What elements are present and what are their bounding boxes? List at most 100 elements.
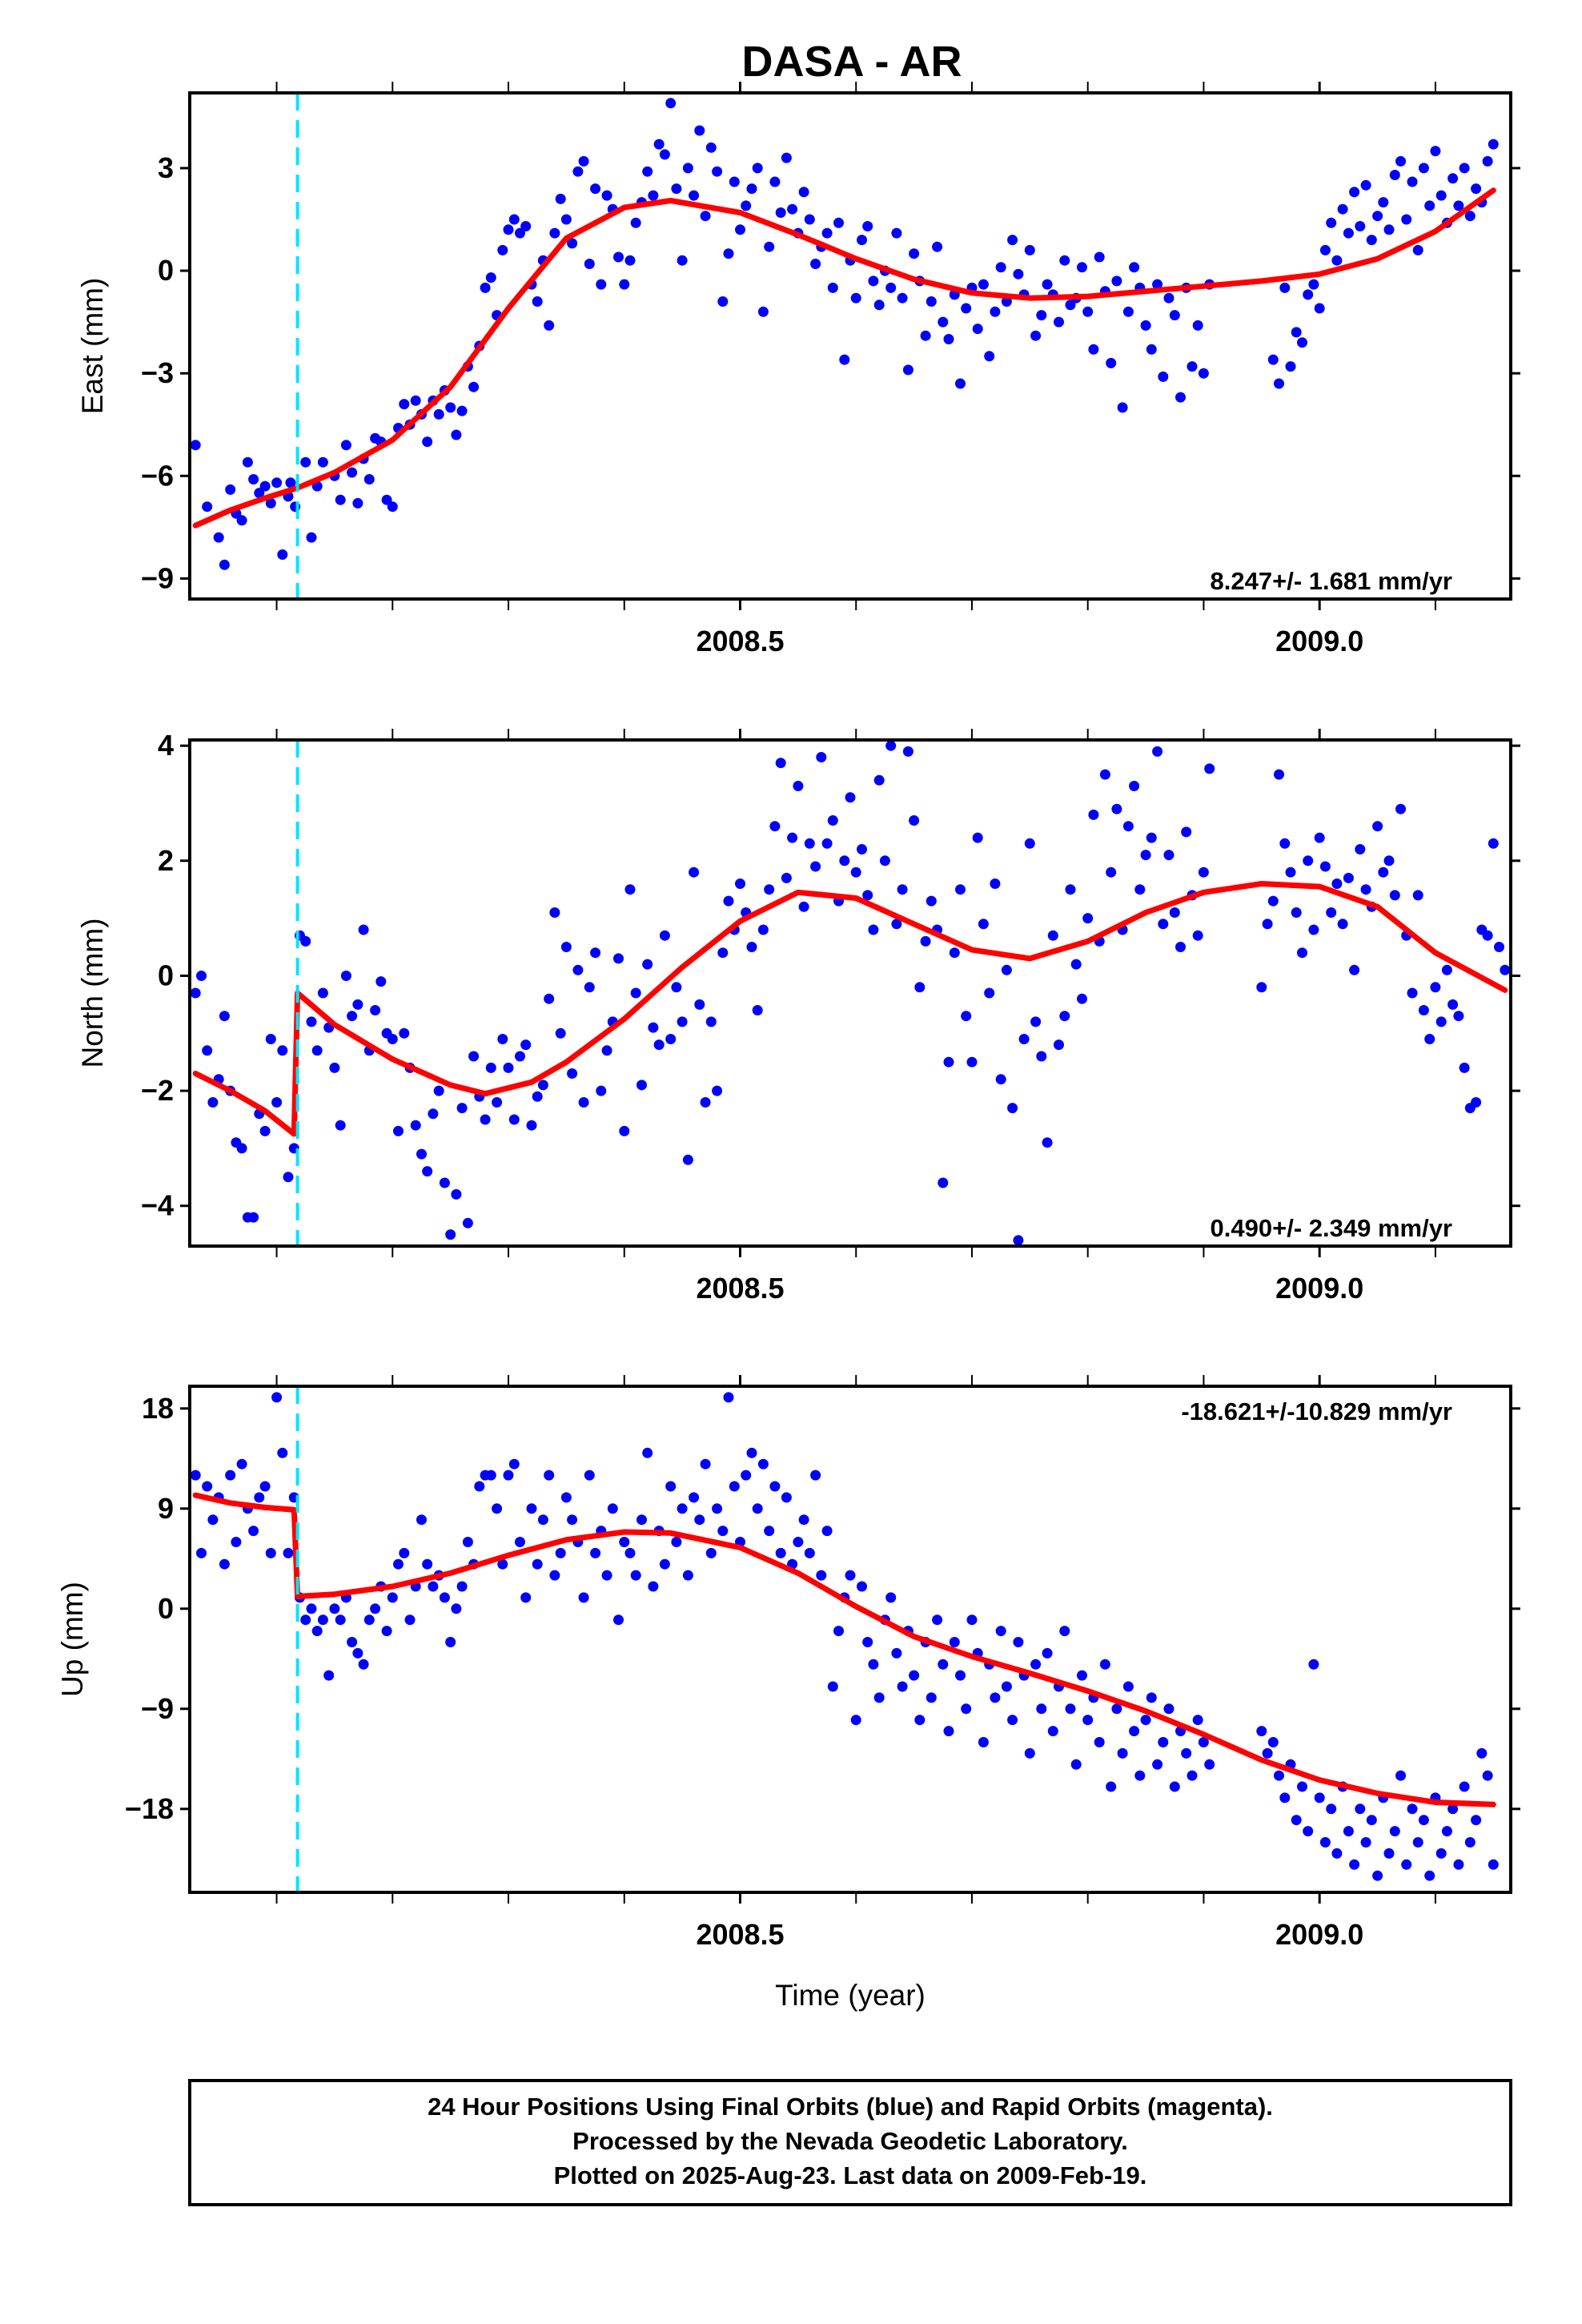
east-data-point — [857, 235, 867, 246]
east-data-point — [1453, 200, 1464, 211]
north-data-point — [1314, 832, 1325, 843]
up-data-point — [508, 1458, 520, 1470]
up-data-point — [404, 1614, 416, 1626]
north-data-point — [283, 1172, 294, 1183]
east-data-point — [1285, 361, 1296, 372]
east-data-point — [1418, 163, 1429, 174]
up-data-point — [764, 1526, 775, 1537]
up-data-point — [868, 1659, 879, 1670]
up-data-point — [1401, 1859, 1412, 1870]
east-data-point — [943, 334, 954, 344]
up-data-point — [862, 1637, 873, 1647]
north-data-point — [1303, 855, 1314, 866]
up-data-point — [752, 1503, 763, 1514]
up-data-point — [1077, 1670, 1087, 1681]
up-data-point — [804, 1547, 815, 1558]
north-data-point — [712, 1085, 723, 1096]
east-data-point — [340, 440, 351, 451]
east-data-point — [497, 244, 508, 255]
east-data-point — [978, 279, 989, 290]
north-data-point — [879, 855, 890, 866]
up-data-point — [277, 1447, 288, 1458]
up-y-tick: 0 — [158, 1592, 174, 1625]
up-data-point — [1065, 1703, 1076, 1715]
east-data-point — [1464, 211, 1476, 222]
up-data-point — [1186, 1770, 1198, 1781]
east-data-point — [1326, 217, 1337, 228]
up-y-ticks: 18 9 0 −9 −18 — [125, 1392, 174, 1825]
east-data-point — [1471, 183, 1482, 195]
up-data-point — [317, 1614, 328, 1626]
east-rate-annotation: 8.247+/- 1.681 mm/yr — [1211, 567, 1452, 595]
up-data-point — [549, 1570, 560, 1581]
up-data-point — [1435, 1848, 1447, 1859]
north-data-point — [1279, 838, 1291, 849]
up-data-point — [1476, 1747, 1488, 1759]
north-data-point — [1319, 861, 1331, 872]
east-data-point — [821, 227, 833, 239]
up-data-point — [439, 1592, 450, 1603]
east-data-point — [1383, 224, 1395, 235]
north-data-point — [990, 879, 1001, 889]
north-data-point — [544, 993, 555, 1004]
up-data-point — [624, 1547, 636, 1558]
north-data-point — [1343, 872, 1354, 883]
east-model-curve — [192, 187, 1496, 529]
north-data-point — [665, 1034, 677, 1044]
up-data-point — [1192, 1715, 1203, 1726]
up-data-point — [677, 1503, 688, 1514]
east-data-point — [781, 152, 792, 163]
north-data-point — [560, 942, 572, 952]
north-data-point — [700, 1097, 711, 1108]
north-data-point — [1169, 907, 1180, 918]
east-data-point — [422, 436, 433, 448]
up-data-point — [1047, 1726, 1058, 1737]
north-data-point — [1267, 895, 1279, 907]
north-data-point — [1500, 964, 1511, 975]
north-data-point — [375, 976, 387, 987]
north-data-point — [769, 821, 781, 832]
up-data-point — [1447, 1803, 1459, 1815]
north-data-point — [462, 1217, 473, 1228]
north-y-axis-label: North (mm) — [76, 918, 109, 1068]
east-data-point — [804, 214, 815, 225]
footer-line-1: 24 Hour Positions Using Final Orbits (bl… — [428, 2093, 1273, 2121]
north-data-layer — [180, 729, 1520, 1257]
up-data-point — [1459, 1781, 1470, 1792]
north-data-point — [520, 1039, 532, 1051]
east-data-point — [909, 248, 920, 259]
east-data-point — [1303, 289, 1314, 300]
up-data-point — [352, 1647, 363, 1659]
up-y-axis-label: Up (mm) — [56, 1582, 89, 1697]
north-data-point — [862, 890, 873, 901]
up-y-tick: 9 — [158, 1492, 174, 1525]
north-data-point — [938, 1177, 949, 1188]
up-data-point — [225, 1470, 236, 1481]
north-data-point — [1007, 1103, 1018, 1114]
up-data-point — [689, 1492, 700, 1503]
north-data-point — [503, 1062, 514, 1073]
north-data-point — [1140, 850, 1151, 861]
up-data-point — [381, 1626, 392, 1637]
north-data-point — [1111, 803, 1122, 814]
east-data-point — [1163, 292, 1174, 304]
east-data-point — [926, 296, 937, 307]
east-data-point — [619, 279, 630, 290]
up-data-point — [636, 1514, 647, 1526]
up-data-point — [630, 1570, 641, 1581]
north-data-point — [422, 1166, 433, 1177]
east-data-point — [190, 440, 201, 451]
up-data-point — [873, 1692, 885, 1703]
east-data-point — [480, 282, 491, 293]
up-data-point — [607, 1503, 618, 1514]
up-data-point — [1471, 1815, 1482, 1826]
east-data-point — [1349, 187, 1360, 198]
north-data-point — [555, 1027, 566, 1039]
up-data-point — [665, 1481, 677, 1492]
east-data-point — [1186, 361, 1198, 372]
north-data-point — [1424, 1034, 1435, 1044]
north-y-tick: −2 — [141, 1074, 174, 1107]
east-data-point — [578, 155, 589, 167]
up-data-point — [456, 1581, 468, 1592]
north-data-point — [340, 971, 351, 981]
